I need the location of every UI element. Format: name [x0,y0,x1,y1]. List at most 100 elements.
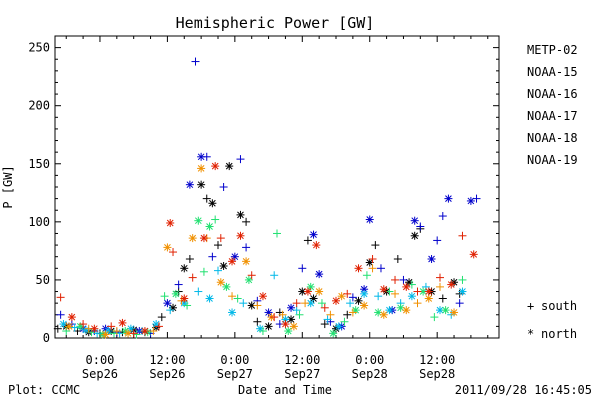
data-point-noaa-15-south [208,252,217,261]
data-point-noaa-16-south [166,306,175,315]
data-point-metp-02-north [309,294,318,303]
y-tick-label: 250 [28,41,50,55]
data-point-noaa-15-north [163,299,172,308]
x-axis-label: Date and Time [238,383,332,397]
data-point-metp-02-north [208,199,217,208]
data-point-noaa-18-north [379,310,388,319]
data-point-noaa-18-north [289,322,298,331]
data-point-metp-02-south [438,294,447,303]
data-point-noaa-18-north [360,301,369,310]
data-point-noaa-15-south [298,264,307,273]
data-point-metp-02-south [157,313,166,322]
data-point-noaa-15-south [191,57,200,66]
footer-source: Plot: CCMC [8,383,80,397]
data-point-noaa-17-south [295,310,304,319]
x-axis: 0:00Sep2612:00Sep260:00Sep2712:00Sep270:… [65,36,489,381]
data-point-noaa-16-south [93,329,102,338]
data-point-noaa-18-south [149,327,158,336]
x-tick-label-date: Sep26 [149,367,185,381]
data-point-noaa-16-south [292,306,301,315]
legend-entry-noaa-19: NOAA-19 [527,153,578,167]
data-point-noaa-15-north [230,252,239,261]
y-tick-label: 100 [28,215,50,229]
data-point-noaa-15-north [264,308,273,317]
data-point-metp-02-north [287,315,296,324]
data-point-noaa-19-south [413,287,422,296]
data-point-noaa-19-south [391,275,400,284]
data-point-noaa-15-south [242,243,251,252]
x-tick-label-time: 0:00 [86,353,115,367]
data-point-noaa-19-north [424,287,433,296]
data-point-noaa-15-south [433,236,442,245]
data-point-noaa-18-north [163,243,172,252]
y-axis-label: P [GW] [1,165,15,208]
data-point-noaa-19-north [118,318,127,327]
data-point-noaa-19-north [258,292,267,301]
x-tick-label-time: 0:00 [355,353,384,367]
data-point-noaa-15-north [315,270,324,279]
data-point-noaa-16-north [306,299,315,308]
data-point-noaa-18-north [402,306,411,315]
data-point-noaa-17-south [458,275,467,284]
data-point-noaa-16-south [421,282,430,291]
data-point-noaa-18-north [188,234,197,243]
data-point-noaa-19-south [79,320,88,329]
data-point-noaa-19-north [228,257,237,266]
data-point-noaa-16-north [205,294,214,303]
data-point-metp-02-north [180,264,189,273]
data-point-metp-02-south [202,194,211,203]
data-point-noaa-15-north [185,180,194,189]
data-point-noaa-17-north [244,275,253,284]
data-point-noaa-16-north [407,292,416,301]
data-point-noaa-15-south [416,222,425,231]
data-point-noaa-15-south [56,310,65,319]
data-point-noaa-15-south [399,275,408,284]
x-tick-label-date: Sep28 [352,367,388,381]
data-point-metp-02-south [303,236,312,245]
data-point-metp-02-north [236,210,245,219]
data-point-noaa-17-south [211,215,220,224]
data-point-noaa-18-south [301,299,310,308]
data-point-noaa-19-north [281,320,290,329]
data-point-noaa-17-north [306,282,315,291]
data-point-noaa-16-south [194,287,203,296]
data-point-noaa-17-south [199,267,208,276]
data-point-metp-02-south [343,310,352,319]
data-point-noaa-17-north [171,289,180,298]
data-point-noaa-18-south [413,299,422,308]
data-point-metp-02-south [320,320,329,329]
data-point-noaa-17-south [62,327,71,336]
data-point-noaa-17-south [258,327,267,336]
data-point-noaa-15-north [365,215,374,224]
data-point-noaa-16-south [346,299,355,308]
data-point-noaa-19-north [140,327,149,336]
data-point-noaa-16-north [385,306,394,315]
data-point-metp-02-south [213,241,222,250]
data-point-metp-02-south [371,241,380,250]
legend-marker-symbol-north: * [527,327,534,341]
data-point-noaa-18-south [253,301,262,310]
data-point-noaa-16-north [228,308,237,317]
data-point-noaa-19-north [447,280,456,289]
data-point-noaa-17-north [205,222,214,231]
data-point-noaa-19-north [90,324,99,333]
legend-entry-noaa-16: NOAA-16 [527,87,578,101]
data-point-metp-02-north [197,180,206,189]
x-tick-label-date: Sep28 [419,367,455,381]
data-point-noaa-17-north [329,329,338,338]
data-point-noaa-19-south [270,313,279,322]
data-point-noaa-16-south [70,323,79,332]
data-point-noaa-19-south [188,273,197,282]
data-point-noaa-19-north [332,296,341,305]
data-point-noaa-17-south [340,317,349,326]
x-tick-label-time: 12:00 [284,353,320,367]
legend: METP-02 NOAA-15 NOAA-16 NOAA-17 NOAA-18 NOAA-… [527,43,578,341]
data-point-noaa-17-south [430,313,439,322]
data-point-noaa-15-south [376,264,385,273]
data-point-noaa-18-south [228,292,237,301]
data-point-noaa-19-north [469,250,478,259]
data-point-noaa-18-north [450,308,459,317]
data-point-metp-02-south [253,317,262,326]
data-point-metp-02-south [53,324,62,333]
